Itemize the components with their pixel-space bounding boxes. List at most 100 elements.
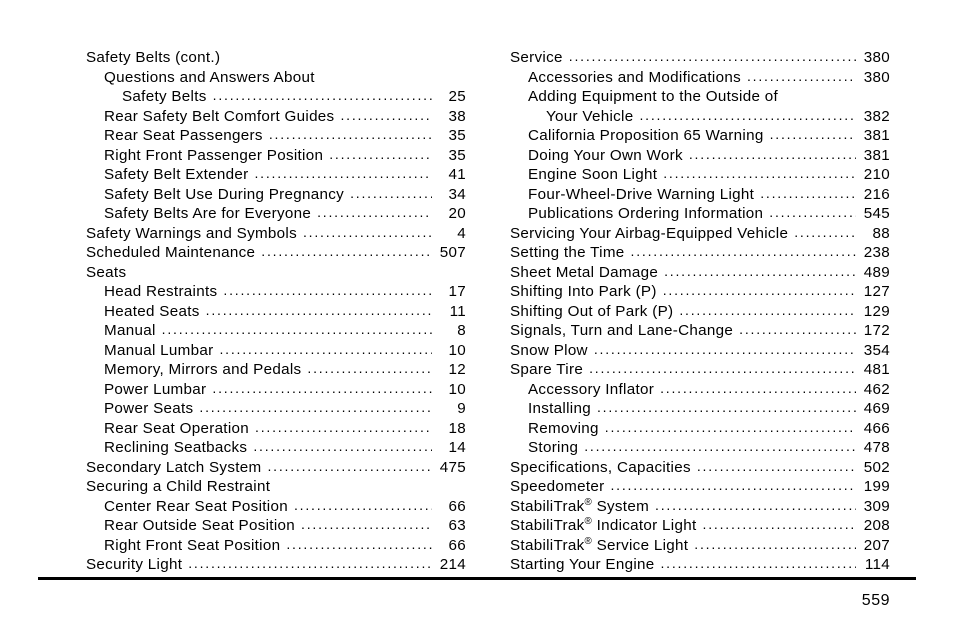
index-entry-leader — [350, 185, 432, 201]
index-entry: Scheduled Maintenance507 — [86, 244, 466, 261]
index-entry: Right Front Seat Position66 — [86, 537, 466, 554]
index-entry-leader — [307, 360, 432, 376]
index-entry: California Proposition 65 Warning381 — [510, 127, 890, 144]
index-entry-leader — [269, 126, 432, 142]
index-entry: Right Front Passenger Position35 — [86, 147, 466, 164]
index-entry-page: 10 — [436, 342, 466, 359]
index-entry-label: Reclining Seatbacks — [104, 439, 247, 456]
index-entry-label: Head Restraints — [104, 283, 217, 300]
index-entry: Accessory Inflator 462 — [510, 381, 890, 398]
index-entry-label: Accessories and Modifications — [528, 69, 741, 86]
index-entry-leader — [303, 224, 432, 240]
index-entry-leader — [679, 302, 856, 318]
index-entry-page: 18 — [436, 420, 466, 437]
index-entry-leader — [697, 458, 856, 474]
index-entry: Doing Your Own Work381 — [510, 147, 890, 164]
index-entry-page: 10 — [436, 381, 466, 398]
index-entry-page: 507 — [436, 244, 466, 261]
index-entry: Setting the Time238 — [510, 244, 890, 261]
index-entry: Reclining Seatbacks14 — [86, 439, 466, 456]
index-entry-leader — [639, 107, 856, 123]
index-entry: Rear Seat Passengers35 — [86, 127, 466, 144]
index-entry: Spare Tire 481 — [510, 361, 890, 378]
index-entry-page: 66 — [436, 537, 466, 554]
index-entry-page: 469 — [860, 400, 890, 417]
index-entry-page: 11 — [436, 303, 466, 320]
index-entry-page: 172 — [860, 322, 890, 339]
index-entry-label: Snow Plow — [510, 342, 588, 359]
index-entry-leader — [584, 438, 856, 454]
index-entry-label: Spare Tire — [510, 361, 583, 378]
index-entry-page: 238 — [860, 244, 890, 261]
index-entry-leader — [655, 497, 856, 513]
index-entry-label: Shifting Out of Park (P) — [510, 303, 673, 320]
index-entry-label: Accessory Inflator — [528, 381, 654, 398]
index-entry-leader — [605, 419, 856, 435]
index-entry: StabiliTrak® System309 — [510, 498, 890, 515]
index-entry-label: Specifications, Capacities — [510, 459, 691, 476]
index-entry-label: Safety Belt Use During Pregnancy — [104, 186, 344, 203]
index-entry: Head Restraints17 — [86, 283, 466, 300]
index-entry-label: Safety Belts Are for Everyone — [104, 205, 311, 222]
index-entry: Speedometer199 — [510, 478, 890, 495]
index-entry-page: 207 — [860, 537, 890, 554]
index-entry-leader — [294, 497, 432, 513]
index-entry-page: 9 — [436, 400, 466, 417]
index-entry-leader — [664, 263, 856, 279]
index-entry-page: 545 — [860, 205, 890, 222]
index-entry: Adding Equipment to the Outside of — [510, 88, 890, 105]
index-entry-leader — [689, 146, 856, 162]
index-entry-label: Power Seats — [104, 400, 193, 417]
index-entry-page: 199 — [860, 478, 890, 495]
page-number: 559 — [862, 592, 890, 610]
index-entry-leader — [660, 555, 856, 571]
index-entry-leader — [317, 204, 432, 220]
index-entry-leader — [597, 399, 856, 415]
index-entry-page: 34 — [436, 186, 466, 203]
index-entry: Removing466 — [510, 420, 890, 437]
index-entry-label: Signals, Turn and Lane-Change — [510, 322, 733, 339]
index-entry-page: 8 — [436, 322, 466, 339]
index-entry: Memory, Mirrors and Pedals12 — [86, 361, 466, 378]
index-entry-page: 66 — [436, 498, 466, 515]
index-entry-page: 462 — [860, 381, 890, 398]
index-entry-leader — [631, 243, 856, 259]
index-entry: Center Rear Seat Position66 — [86, 498, 466, 515]
index-entry-page: 25 — [436, 88, 466, 105]
index-entry: Shifting Out of Park (P)129 — [510, 303, 890, 320]
index-entry-label: Power Lumbar — [104, 381, 206, 398]
index-entry-page: 380 — [860, 69, 890, 86]
index-entry-label: Secondary Latch System — [86, 459, 261, 476]
index-entry-leader — [703, 516, 857, 532]
index-entry-page: 502 — [860, 459, 890, 476]
index-entry-label: Manual — [104, 322, 156, 339]
index-entry-leader — [223, 282, 432, 298]
index-entry-page: 475 — [436, 459, 466, 476]
index-entry: Safety Warnings and Symbols4 — [86, 225, 466, 242]
index-entry-label: Rear Outside Seat Position — [104, 517, 295, 534]
index-entry: Accessories and Modifications 380 — [510, 69, 890, 86]
index-entry-page: 210 — [860, 166, 890, 183]
index-entry-label: Doing Your Own Work — [528, 147, 683, 164]
index-entry-page: 63 — [436, 517, 466, 534]
index-entry-label: Security Light — [86, 556, 182, 573]
index-entry: Security Light214 — [86, 556, 466, 573]
index-entry-label: Safety Belts (cont.) — [86, 49, 220, 66]
index-entry-label: Starting Your Engine — [510, 556, 654, 573]
index-entry-leader — [219, 341, 432, 357]
index-entry-page: 309 — [860, 498, 890, 515]
index-entry-label: Rear Seat Operation — [104, 420, 249, 437]
index-entry: Safety Belts (cont.) — [86, 49, 466, 66]
index-entry-leader — [739, 321, 856, 337]
index-entry-page: 481 — [860, 361, 890, 378]
index-entry-page: 20 — [436, 205, 466, 222]
index-entry-leader — [213, 87, 432, 103]
index-entry-page: 4 — [436, 225, 466, 242]
index-entry-leader — [255, 419, 432, 435]
index-entry-label: Sheet Metal Damage — [510, 264, 658, 281]
index-entry: Secondary Latch System 475 — [86, 459, 466, 476]
index-entry-leader — [610, 477, 856, 493]
index-entry-leader — [747, 68, 856, 84]
index-entry-leader — [188, 555, 432, 571]
index-entry-leader — [794, 224, 856, 240]
